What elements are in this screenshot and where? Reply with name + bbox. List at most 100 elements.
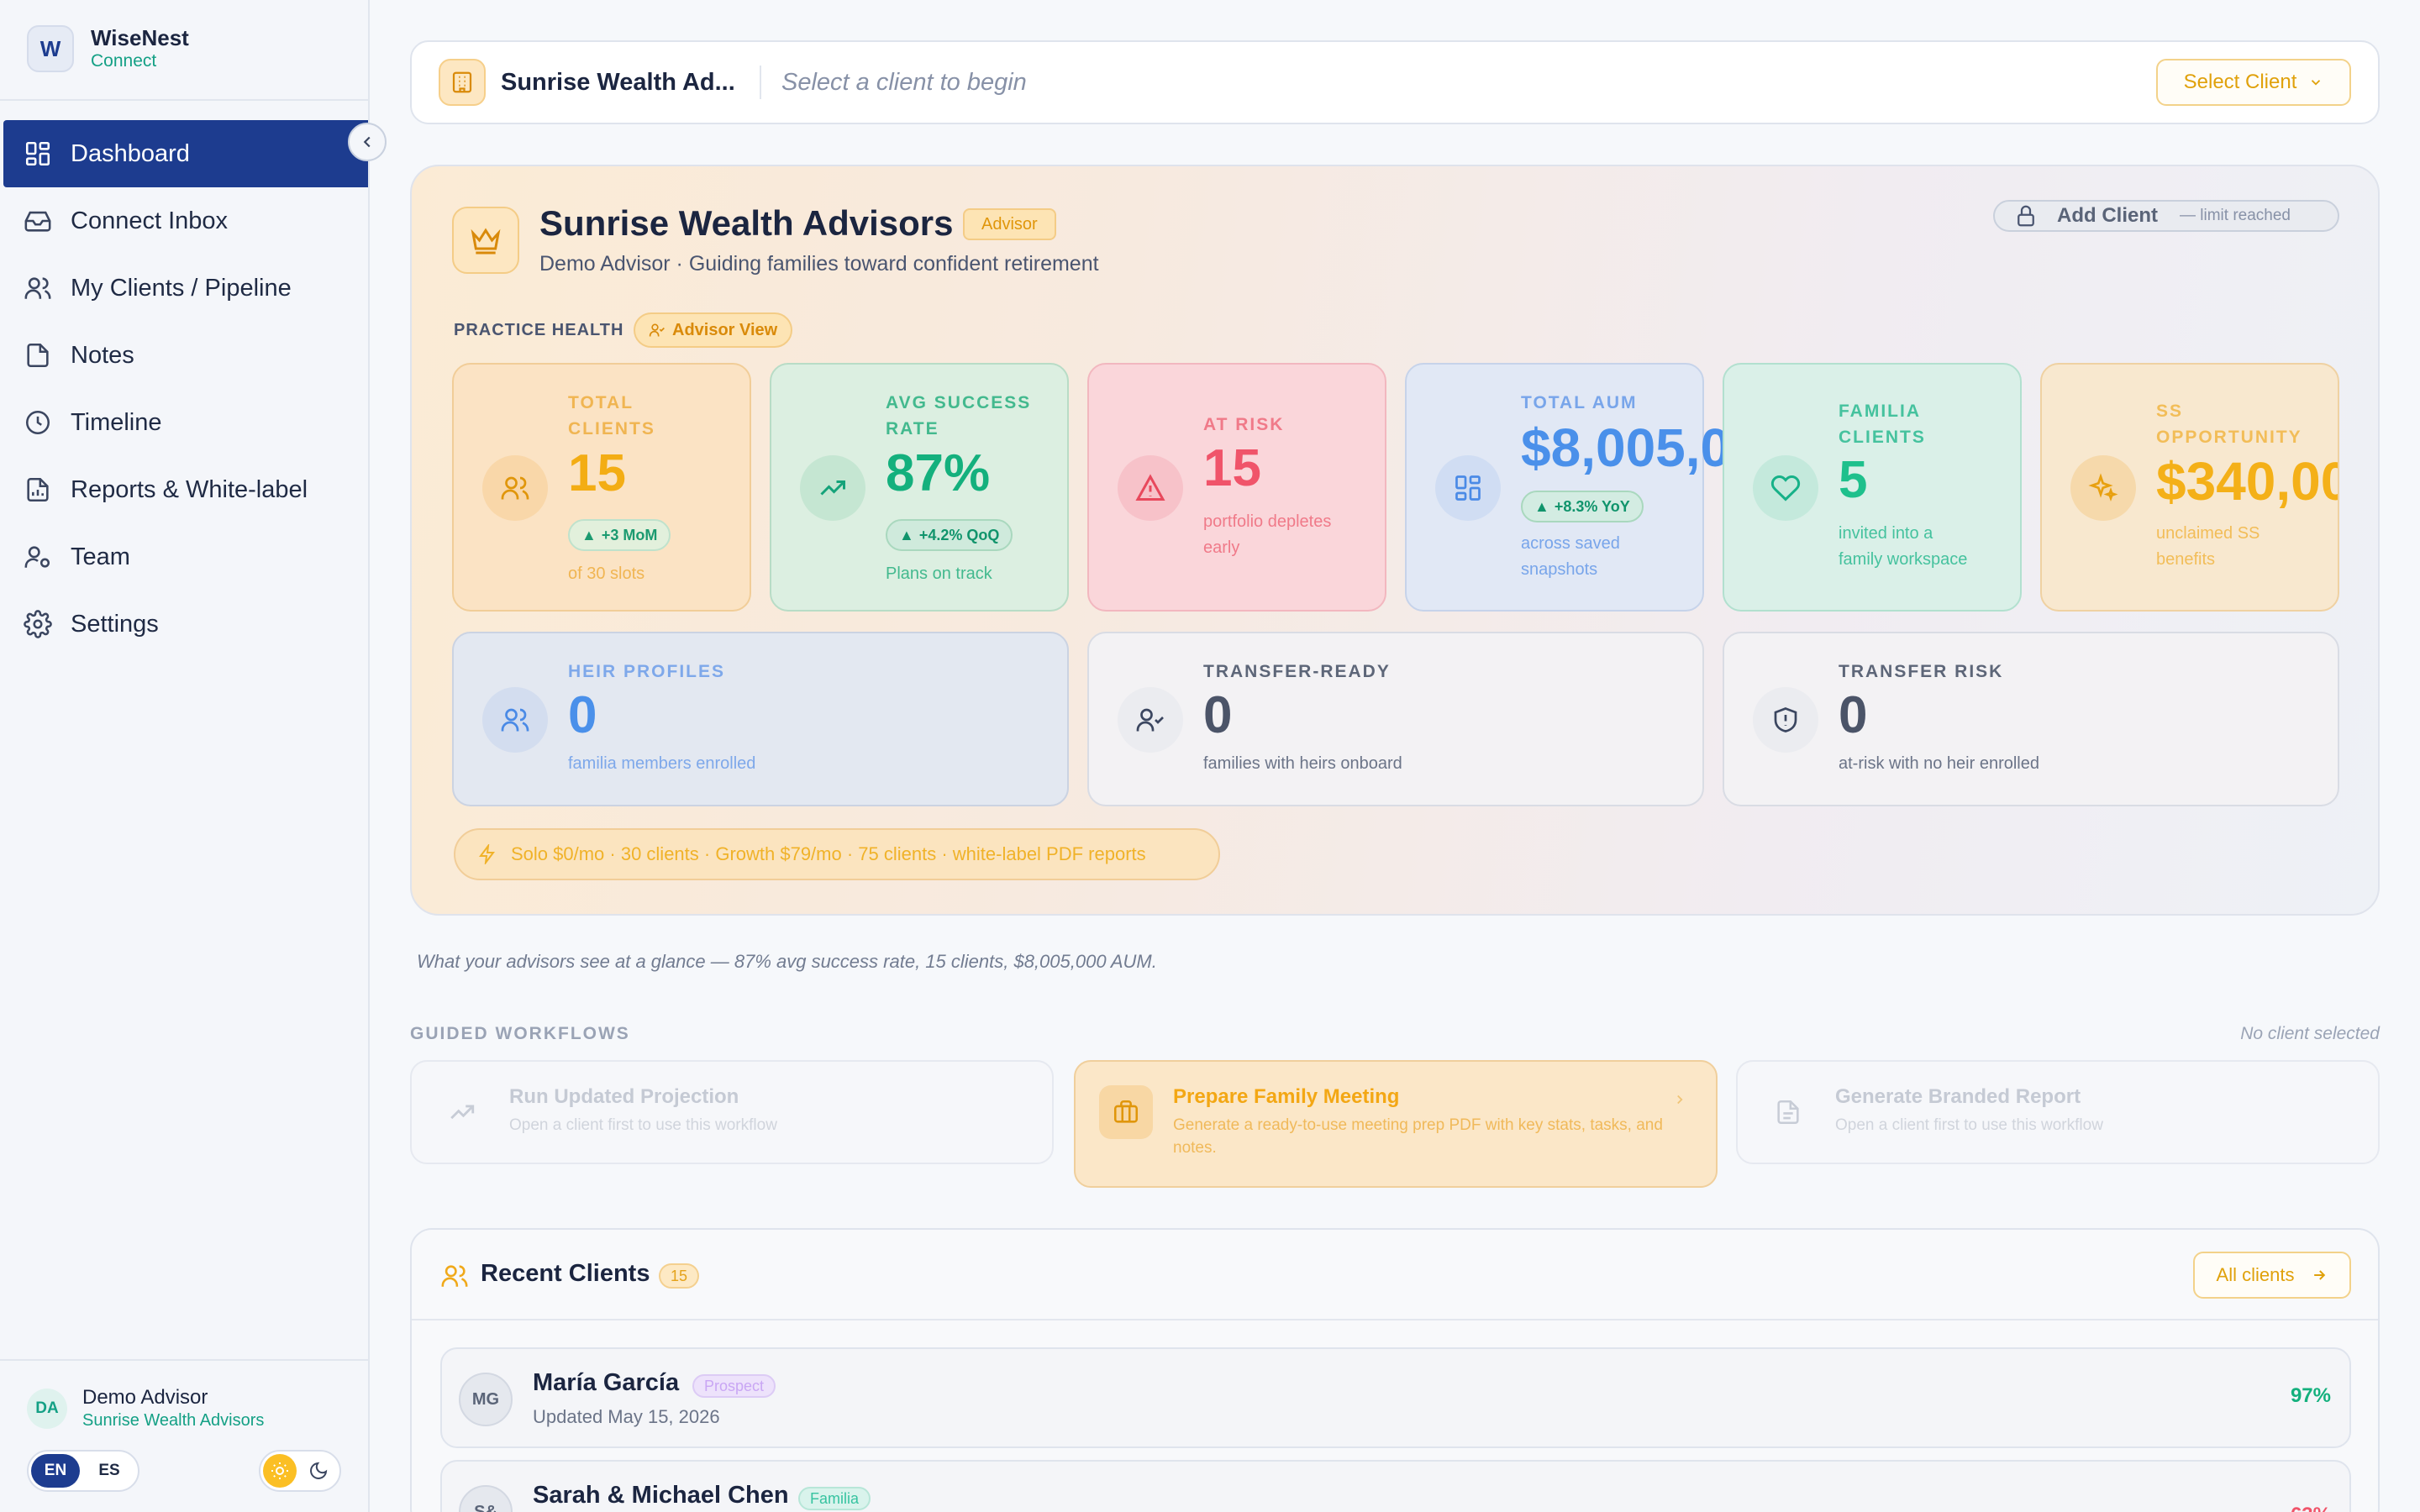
stat-card-transfer-risk[interactable]: TRANSFER RISK 0 at-risk with no heir enr… [1723,632,2339,806]
building-icon [439,59,486,106]
firm-name: Sunrise Wealth Ad... [501,68,735,96]
sidebar-item-reports[interactable]: Reports & White-label [3,456,368,523]
user-check-icon [1118,687,1183,753]
sidebar-item-label: Team [71,543,130,570]
workflow-description: Generate a ready-to-use meeting prep PDF… [1173,1116,1663,1157]
triangle-up-icon: ▲ [899,526,914,543]
stat-label: SS OPPORTUNITY [2156,402,2302,447]
stat-label: FAMILIA CLIENTS [1839,402,1926,447]
chevron-left-icon [358,133,376,151]
user-org: Sunrise Wealth Advisors [82,1411,265,1430]
stat-note: across saved snapshots [1521,534,1620,579]
stat-card-transfer-ready[interactable]: TRANSFER-READY 0 families with heirs onb… [1087,632,1704,806]
stat-value: 0 [1203,686,1233,744]
brand[interactable]: W WiseNest Connect [27,25,189,72]
pricing-banner[interactable]: Solo $0/mo · 30 clients · Growth $79/mo … [454,828,1220,880]
stat-note: families with heirs onboard [1203,754,1402,773]
chevron-down-icon [2308,75,2323,90]
user-profile[interactable]: DA Demo Advisor Sunrise Wealth Advisors [27,1386,264,1431]
client-name: Sarah & Michael Chen [533,1482,789,1509]
shield-alert-icon [1753,687,1818,753]
stat-note: at-risk with no heir enrolled [1839,754,2039,773]
client-count-badge: 15 [659,1263,700,1289]
sidebar-item-clients[interactable]: My Clients / Pipeline [3,255,368,322]
workflow-title: Generate Branded Report [1835,1085,2081,1108]
collapse-sidebar-button[interactable] [348,123,387,161]
sidebar-item-settings[interactable]: Settings [3,591,368,658]
sidebar-item-dashboard[interactable]: Dashboard [3,120,368,187]
sidebar-item-label: Dashboard [71,139,190,167]
stat-label: AT RISK [1203,415,1285,434]
avatar: DA [27,1389,67,1429]
select-client-label: Select Client [2183,71,2297,93]
stat-label: TOTAL AUM [1521,393,1638,412]
stat-value: 15 [1203,439,1261,497]
success-rate: 63% [2291,1504,2331,1512]
sidebar: W WiseNest Connect Dashboard Connect Inb… [0,0,370,1512]
table-row[interactable]: S& Sarah & Michael Chen Familia 63% [440,1460,2351,1512]
trend-badge: ▲ +8.3% YoY [1521,491,1644,522]
stat-card-avg-success[interactable]: AVG SUCCESS RATE 87% ▲ +4.2% QoQ Plans on … [770,363,1069,612]
stat-value: 0 [1839,686,1868,744]
stat-card-at-risk[interactable]: AT RISK 15 portfolio depletes early [1087,363,1386,612]
recent-clients-title: Recent Clients [481,1260,650,1287]
all-clients-button[interactable]: All clients [2193,1252,2351,1299]
practice-subtitle: Demo Advisor · Guiding families toward c… [539,252,1099,276]
pricing-text: Solo $0/mo · 30 clients · Growth $79/mo … [511,843,1146,864]
stat-value: 5 [1839,451,1868,509]
workflow-run-projection[interactable]: Run Updated Projection Open a client fir… [410,1060,1054,1164]
workflows-heading: GUIDED WORKFLOWS [410,1024,630,1043]
stat-card-total-aum[interactable]: TOTAL AUM $8,005,000 ▲ +8.3% YoY across s… [1405,363,1790,612]
avatar: S& [459,1485,513,1512]
sun-icon[interactable] [263,1454,297,1488]
users-icon [482,687,548,753]
status-badge: Familia [798,1487,871,1510]
add-client-button[interactable]: Add Client — limit reached [1993,200,2339,232]
stat-card-heir-profiles[interactable]: HEIR PROFILES 0 familia members enrolled [452,632,1069,806]
moon-icon[interactable] [302,1454,335,1488]
sidebar-footer: DA Demo Advisor Sunrise Wealth Advisors … [0,1359,370,1512]
sidebar-item-timeline[interactable]: Timeline [3,389,368,456]
trending-up-icon [800,455,865,521]
clock-icon [24,408,52,437]
sidebar-item-label: Connect Inbox [71,207,229,234]
trend-badge: ▲ +3 MoM [568,519,671,551]
lightning-icon [477,844,497,864]
arrow-right-icon [2311,1267,2328,1284]
stat-card-familia-clients[interactable]: FAMILIA CLIENTS 5 invited into a family wo… [1723,363,2022,612]
sidebar-nav: Dashboard Connect Inbox My Clients / Pip… [3,120,368,658]
stat-value: 15 [568,444,626,502]
workflow-branded-report[interactable]: Generate Branded Report Open a client fi… [1736,1060,2380,1164]
client-name: María García [533,1369,680,1396]
stat-note: familia members enrolled [568,754,756,773]
select-client-button[interactable]: Select Client [2156,59,2351,106]
user-check-icon [649,322,666,339]
practice-overview-panel: Sunrise Wealth Advisors Advisor Demo Adv… [410,165,2380,916]
briefcase-icon [1099,1085,1153,1139]
limit-reached-text: — limit reached [2180,207,2291,224]
gear-icon [24,610,52,638]
workflow-description: Open a client first to use this workflow [509,1116,777,1134]
stat-card-total-clients[interactable]: TOTAL CLIENTS 15 ▲ +3 MoM of 30 slots [452,363,751,612]
file-icon [24,341,52,370]
stat-note: of 30 slots [568,564,645,583]
grid-icon [1435,455,1501,521]
all-clients-label: All clients [2216,1264,2295,1285]
document-icon [1761,1085,1815,1139]
lock-icon [2013,203,2039,228]
inbox-icon [24,207,52,235]
report-icon [24,475,52,504]
brand-subtitle: Connect [91,51,157,71]
workflow-family-meeting[interactable]: Prepare Family Meeting Generate a ready-… [1074,1060,1718,1188]
dashboard-icon [24,139,52,168]
triangle-up-icon: ▲ [1534,497,1549,515]
sidebar-item-label: Reports & White-label [71,475,308,503]
sidebar-item-connect-inbox[interactable]: Connect Inbox [3,187,368,255]
role-badge: Advisor [963,208,1056,240]
sidebar-item-notes[interactable]: Notes [3,322,368,389]
sidebar-item-team[interactable]: Team [3,523,368,591]
lang-en-button[interactable]: EN [31,1454,80,1488]
lang-es-button[interactable]: ES [98,1462,120,1479]
table-row[interactable]: MG María García Prospect Updated May 15,… [440,1347,2351,1448]
